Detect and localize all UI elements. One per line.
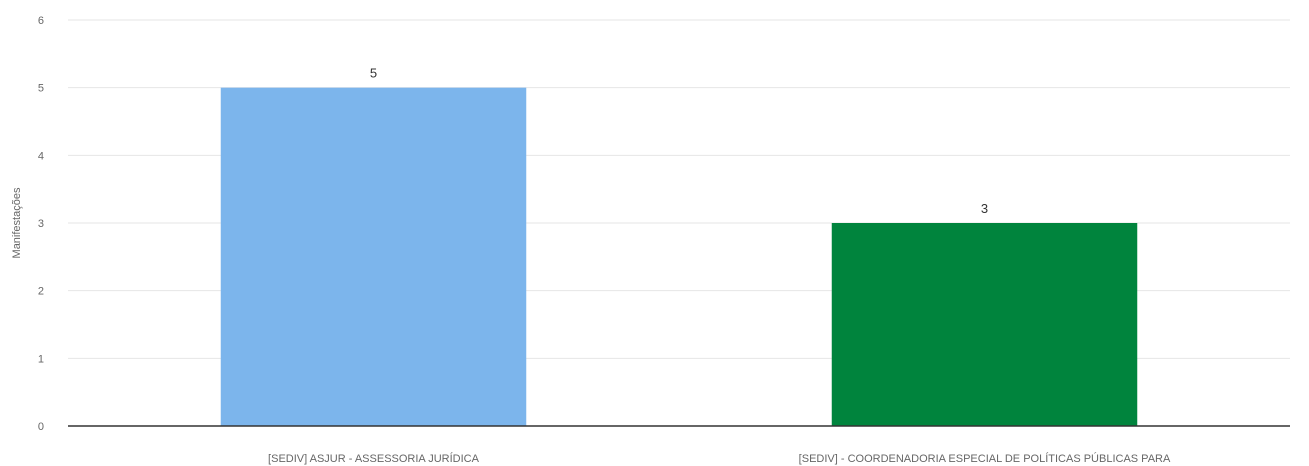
bar — [831, 223, 1138, 426]
y-tick-label: 5 — [38, 83, 44, 95]
y-tick-label: 6 — [38, 15, 44, 27]
bars: 53 — [220, 66, 1138, 427]
x-category-label: [SEDIV] - COORDENADORIA ESPECIAL DE POLÍ… — [799, 452, 1171, 465]
y-tick-label: 0 — [38, 421, 44, 433]
x-axis-labels: [SEDIV] ASJUR - ASSESSORIA JURÍDICA [SEDI… — [268, 452, 1171, 465]
bar — [220, 87, 527, 427]
y-axis-ticks: 0 1 2 3 4 5 6 — [38, 15, 44, 433]
y-axis-title: Manifestações — [11, 187, 23, 258]
y-tick-label: 4 — [38, 150, 44, 162]
y-tick-label: 1 — [38, 353, 44, 365]
x-category-label: [SEDIV] ASJUR - ASSESSORIA JURÍDICA — [268, 452, 480, 465]
bar-data-label: 3 — [981, 201, 988, 216]
y-tick-label: 3 — [38, 218, 44, 230]
y-tick-label: 2 — [38, 286, 44, 298]
bar-data-label: 5 — [370, 66, 377, 81]
